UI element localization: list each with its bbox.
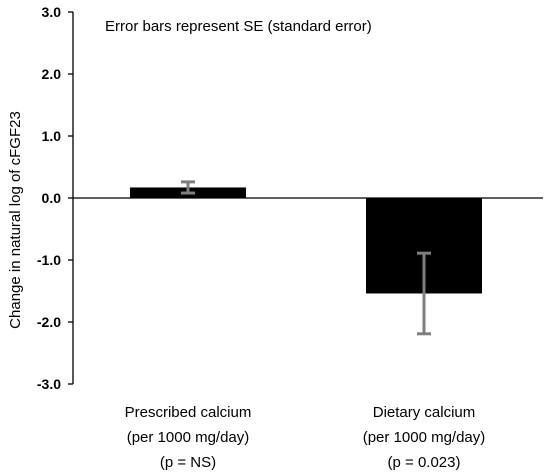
y-tick-label: 2.0 <box>42 66 62 82</box>
bars-layer <box>130 187 482 294</box>
y-tick-label: 3.0 <box>42 4 62 20</box>
labels-layer: 3.0 2.0 1.0 0.0 -1.0 -2.0 -3.0 Prescribed calci… <box>37 4 485 471</box>
category-label-line: Dietary calcium <box>373 404 476 421</box>
chart-annotation: Error bars represent SE (standard error) <box>105 18 372 35</box>
y-tick-label: -1.0 <box>37 252 61 268</box>
error-bar-2 <box>417 251 431 336</box>
error-bars-layer <box>181 180 431 336</box>
y-tick-label: -3.0 <box>37 376 61 392</box>
y-tick-label: 0.0 <box>42 190 62 206</box>
category-label-line: (p = NS) <box>160 454 216 471</box>
y-tick-label: 1.0 <box>42 128 62 144</box>
category-label-line: (p = 0.023) <box>388 454 461 471</box>
category-label-line: Prescribed calcium <box>125 404 252 421</box>
category-label-line: (per 1000 mg/day) <box>363 429 486 446</box>
error-bar-1 <box>181 180 195 195</box>
y-tick-label: -2.0 <box>37 314 61 330</box>
y-axis-label: Change in natural log of cFGF23 <box>7 111 24 329</box>
category-label-line: (per 1000 mg/day) <box>127 429 250 446</box>
